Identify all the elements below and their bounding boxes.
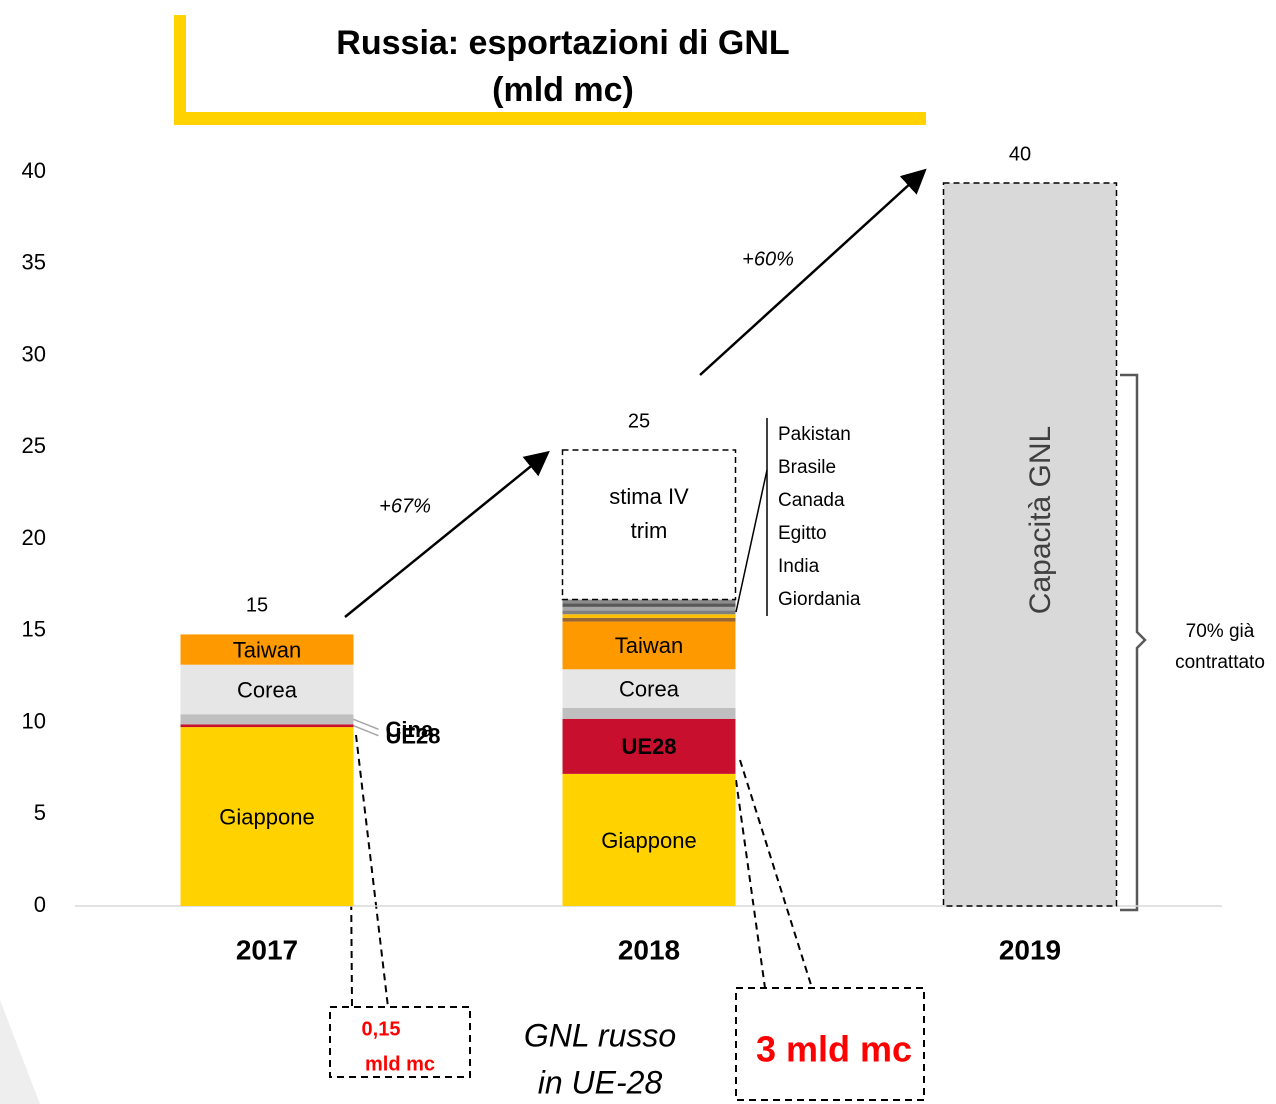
y-tick-label: 5 [34,800,46,825]
y-tick-label: 15 [22,617,46,642]
segment-label: Giappone [219,804,314,829]
total-label: 40 [1009,143,1031,165]
total-label: 25 [628,410,650,432]
segment-label: UE28 [621,734,676,759]
bar-segment [180,724,354,728]
title-bar [174,112,926,125]
list-label: Egitto [778,523,827,544]
bar-segment [180,714,354,725]
chart-title: (mld mc) [492,71,634,109]
note-text: in UE-28 [538,1064,663,1100]
bar-segment [180,664,354,715]
leader-line [353,725,379,737]
segment-label: Corea [237,677,298,702]
total-label: 15 [246,595,268,617]
background-shape [0,1000,40,1104]
list-label: Giordania [778,589,861,610]
segment-label: Cina [386,717,434,742]
segment-label: Corea [619,676,680,701]
segment-label: Giappone [601,828,696,853]
bar-segment [562,599,736,604]
bar-segment [180,727,354,906]
callout-text: 0,15 [362,1018,401,1040]
bar-segment [562,718,736,774]
growth-label: +67% [379,495,431,517]
bracket-label: contrattato [1175,652,1265,673]
list-label: Pakistan [778,424,851,445]
bar-segment [562,610,736,615]
leader-line [735,469,768,613]
leader-line [353,718,379,730]
bar-segment [562,617,736,622]
bar-segment [562,621,736,670]
segment-label: Taiwan [233,637,301,662]
y-tick-label: 35 [22,250,46,275]
segment-label: UE28 [386,724,441,749]
x-tick-label: 2017 [236,934,298,965]
bar-segment [562,773,736,906]
list-label: Canada [778,490,845,511]
segment-label: stima IV trim [609,483,689,543]
growth-label: +60% [742,248,794,270]
title-bar [174,15,186,125]
growth-arrow [344,450,550,618]
bar-segment [562,669,736,708]
y-tick-label: 25 [22,433,46,458]
bar-segment [562,707,736,719]
y-tick-label: 40 [22,158,46,183]
bar-segment [180,634,354,665]
bar-segment [942,182,1118,907]
bar-segment [562,606,736,611]
callout-text: 3 mld mc [756,1029,912,1070]
x-tick-label: 2019 [999,934,1061,965]
segment-label: Taiwan [615,633,683,658]
bracket-label: 70% già [1186,621,1255,642]
bar-segment [562,614,736,618]
callout-text: mld mc [365,1053,435,1075]
y-tick-label: 0 [34,892,46,917]
x-tick-label: 2018 [618,934,680,965]
list-label: Brasile [778,457,836,478]
y-tick-label: 30 [22,341,46,366]
chart-title: Russia: esportazioni di GNL [336,24,789,62]
segment-label: Capacità GNL [1024,426,1057,614]
list-label: India [778,556,820,577]
bar-segment [561,449,737,601]
y-tick-label: 10 [22,708,46,733]
y-tick-label: 20 [22,525,46,550]
bar-segment [562,603,736,607]
bracket [1120,373,1147,912]
note-text: GNL russo [524,1017,676,1053]
growth-arrow [699,168,927,376]
